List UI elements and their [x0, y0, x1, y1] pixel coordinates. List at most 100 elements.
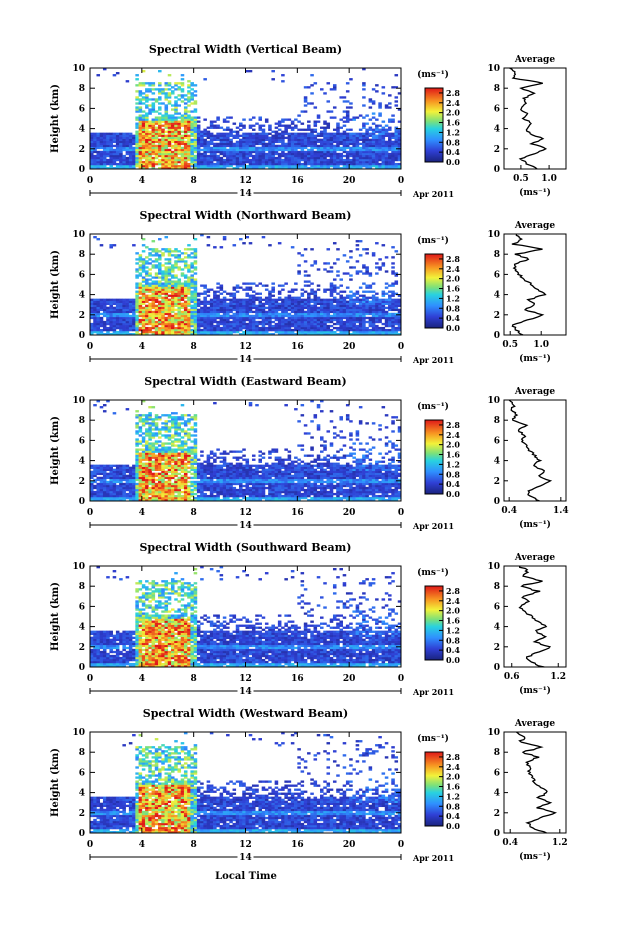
heatmap-cell [119, 300, 123, 303]
heatmap-cell [135, 270, 139, 273]
heatmap-cell [294, 132, 298, 135]
heatmap-cell [358, 324, 363, 328]
heatmap-cell [154, 254, 159, 257]
heatmap-cell [93, 144, 97, 148]
heatmap-cell [112, 326, 117, 330]
heatmap-cell [193, 148, 198, 152]
heatmap-cell [161, 166, 165, 170]
heatmap-cell [349, 318, 353, 322]
heatmap-cell [242, 126, 246, 129]
heatmap-cell [164, 154, 169, 158]
heatmap-cell [281, 318, 285, 322]
heatmap-cell [115, 322, 120, 326]
heatmap-cell [167, 248, 172, 251]
heatmap-cell [164, 332, 169, 336]
heatmap-cell [148, 286, 152, 289]
heatmap-cell [277, 242, 282, 245]
heatmap-cell [232, 136, 237, 139]
heatmap-cell [183, 120, 188, 123]
heatmap-cell [128, 298, 133, 301]
heatmap-cell [248, 304, 253, 308]
heatmap-cell [251, 132, 256, 135]
heatmap-cell [235, 318, 240, 322]
heatmap-cell [326, 132, 331, 135]
heatmap-cell [355, 164, 360, 168]
heatmap-cell [138, 164, 143, 168]
heatmap-cell [251, 300, 256, 303]
heatmap-cell [145, 492, 149, 496]
heatmap-cell [303, 140, 308, 144]
heatmap-cell [99, 328, 104, 332]
heatmap-cell [245, 292, 250, 295]
heatmap-cell [242, 304, 246, 308]
heatmap-cell [141, 440, 146, 443]
heatmap-cell [148, 326, 152, 330]
heatmap-cell [339, 314, 343, 318]
heatmap-cell [158, 162, 162, 166]
heatmap-cell [148, 272, 152, 275]
heatmap-cell [112, 474, 117, 478]
heatmap-cell [375, 262, 379, 265]
heatmap-cell [151, 140, 156, 144]
heatmap-cell [148, 130, 152, 133]
heatmap-cell [216, 124, 220, 127]
heatmap-cell [177, 152, 182, 156]
heatmap-cell [345, 140, 350, 144]
heatmap-cell [190, 150, 194, 154]
heatmap-cell [216, 302, 220, 305]
heatmap-cell [365, 160, 369, 164]
heatmap-cell [381, 86, 386, 89]
heatmap-cell [294, 306, 298, 310]
heatmap-cell [90, 470, 94, 474]
heatmap-cell [368, 154, 373, 158]
heatmap-cell [365, 158, 369, 162]
heatmap-cell [242, 142, 246, 146]
heatmap-cell [320, 138, 324, 142]
heatmap-cell [125, 310, 130, 314]
heatmap-cell [307, 326, 311, 330]
heatmap-cell [164, 142, 169, 146]
heatmap-cell [158, 150, 162, 154]
heatmap-cell [102, 474, 107, 478]
heatmap-cell [203, 160, 207, 164]
heatmap-cell [355, 314, 360, 318]
heatmap-cell [281, 160, 285, 164]
heatmap-cell [310, 306, 314, 310]
heatmap-cell [336, 312, 340, 316]
heatmap-cell [368, 310, 373, 314]
heatmap-cell [154, 156, 159, 160]
heatmap-cell [245, 144, 250, 148]
heatmap-cell [261, 134, 266, 137]
heatmap-cell [112, 464, 117, 467]
heatmap-cell [371, 122, 376, 125]
heatmap-cell [277, 330, 282, 334]
heatmap-cell [102, 476, 107, 480]
heatmap-cell [170, 134, 175, 137]
heatmap-cell [161, 90, 165, 93]
heatmap-cell [128, 498, 133, 502]
heatmap-cell [316, 160, 321, 164]
heatmap-cell [229, 156, 233, 160]
heatmap-cell [180, 324, 185, 328]
heatmap-cell [164, 118, 169, 121]
heatmap-cell [174, 120, 178, 123]
heatmap-cell [388, 156, 392, 160]
heatmap-cell [135, 496, 139, 500]
heatmap-cell [187, 158, 191, 162]
heatmap-cell [290, 134, 295, 137]
heatmap-cell [154, 292, 159, 295]
heatmap-cell [365, 136, 369, 139]
heatmap-cell [242, 326, 246, 330]
heatmap-cell [132, 472, 136, 476]
heatmap-cell [358, 158, 363, 162]
heatmap-cell [102, 310, 107, 314]
heatmap-cell [297, 304, 301, 308]
heatmap-cell [300, 306, 305, 310]
heatmap-cell [284, 312, 288, 316]
heatmap-cell [388, 162, 392, 166]
heatmap-cell [167, 144, 172, 148]
heatmap-cell [303, 104, 308, 107]
heatmap-cell [125, 322, 130, 326]
heatmap-cell [381, 300, 386, 303]
heatmap-cell [284, 298, 288, 301]
